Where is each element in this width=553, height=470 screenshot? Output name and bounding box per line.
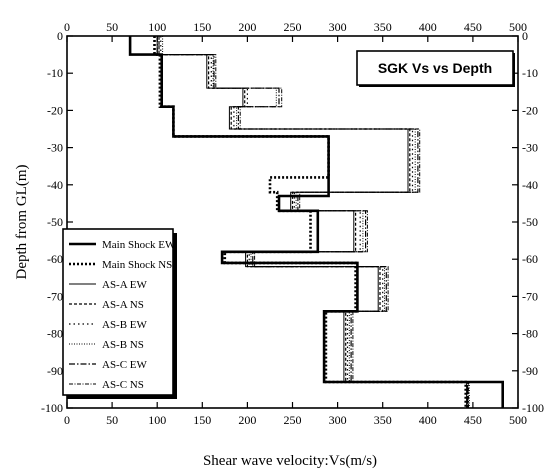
series-line-4 — [158, 36, 469, 408]
y-axis-title: Depth from GL(m) — [14, 165, 30, 280]
y-tick-label: -20 — [47, 103, 63, 117]
x-tick-label: 100 — [148, 413, 166, 427]
legend-label: Main Shock EW — [102, 239, 176, 251]
x-tick-label: 250 — [284, 413, 302, 427]
x-tick-label: 200 — [238, 413, 256, 427]
y-tick-label: -30 — [47, 141, 63, 155]
x-tick-label: 0 — [64, 413, 70, 427]
y-tick-label-right: -40 — [522, 178, 538, 192]
y-tick-label: -60 — [47, 252, 63, 266]
x-tick-label-top: 200 — [238, 20, 256, 34]
y-tick-label: -80 — [47, 327, 63, 341]
legend-label: AS-A NS — [102, 299, 144, 311]
y-tick-label: -100 — [41, 401, 63, 415]
y-tick-label-right: -20 — [522, 103, 538, 117]
x-tick-label-top: 250 — [284, 20, 302, 34]
legend-label: AS-A EW — [102, 279, 148, 291]
y-tick-label: -10 — [47, 66, 63, 80]
series-line-3 — [156, 36, 468, 408]
series-line-5 — [160, 36, 469, 408]
y-tick-label: 0 — [57, 29, 63, 43]
legend-label: AS-C EW — [102, 359, 148, 371]
x-axis-bottom: 0 50 100 150 200 250 300 350 400 450 500 — [64, 402, 527, 427]
x-tick-label: 450 — [464, 413, 482, 427]
x-tick-label-top: 300 — [329, 20, 347, 34]
x-tick-label-top: 350 — [374, 20, 392, 34]
x-axis-top: 0 50 100 150 200 250 300 350 400 450 500 — [64, 20, 527, 42]
x-tick-label: 350 — [374, 413, 392, 427]
x-tick-label: 500 — [509, 413, 527, 427]
y-tick-label: -70 — [47, 289, 63, 303]
legend-label: Main Shock NS — [102, 259, 172, 271]
y-tick-label-right: 0 — [522, 29, 528, 43]
legend: Main Shock EW Main Shock NS AS-A EW AS-A NS… — [62, 228, 177, 399]
y-tick-label-right: -90 — [522, 364, 538, 378]
chart-title-box: SGK Vs vs Depth — [356, 50, 515, 87]
legend-label: AS-B NS — [102, 339, 144, 351]
legend-label: AS-C NS — [102, 379, 144, 391]
series-line-1 — [128, 36, 504, 408]
y-tick-label-right: -80 — [522, 327, 538, 341]
x-tick-label: 400 — [419, 413, 437, 427]
x-tick-label-top: 50 — [106, 20, 118, 34]
y-tick-label-right: -50 — [522, 215, 538, 229]
x-tick-label-top: 400 — [419, 20, 437, 34]
chart-title: SGK Vs vs Depth — [378, 60, 492, 76]
y-tick-label-right: -10 — [522, 66, 538, 80]
x-tick-label-top: 500 — [509, 20, 527, 34]
x-tick-label: 150 — [193, 413, 211, 427]
x-tick-label-top: 150 — [193, 20, 211, 34]
series-line-2 — [153, 36, 467, 408]
x-tick-label: 50 — [106, 413, 118, 427]
y-tick-label: -40 — [47, 178, 63, 192]
series-layer — [128, 36, 504, 408]
x-tick-label-top: 0 — [64, 20, 70, 34]
y-tick-label-right: -30 — [522, 141, 538, 155]
x-tick-label-top: 450 — [464, 20, 482, 34]
x-axis-title: Shear wave velocity:Vs(m/s) — [203, 453, 377, 469]
x-tick-label-top: 100 — [148, 20, 166, 34]
series-line-6 — [162, 36, 470, 408]
y-tick-label: -90 — [47, 364, 63, 378]
y-axis-right: 0 -10 -20 -30 -40 -50 -60 -70 -80 -90 -100 — [512, 29, 544, 415]
series-line-7 — [156, 36, 469, 408]
y-tick-label-right: -100 — [522, 401, 544, 415]
y-tick-label-right: -70 — [522, 289, 538, 303]
legend-label: AS-B EW — [102, 319, 148, 331]
y-axis-left: 0 -10 -20 -30 -40 -50 -60 -70 -80 -90 -100 — [41, 29, 73, 415]
series-line-8 — [158, 36, 469, 408]
y-tick-label: -50 — [47, 215, 63, 229]
y-tick-label-right: -60 — [522, 252, 538, 266]
x-tick-label: 300 — [329, 413, 347, 427]
